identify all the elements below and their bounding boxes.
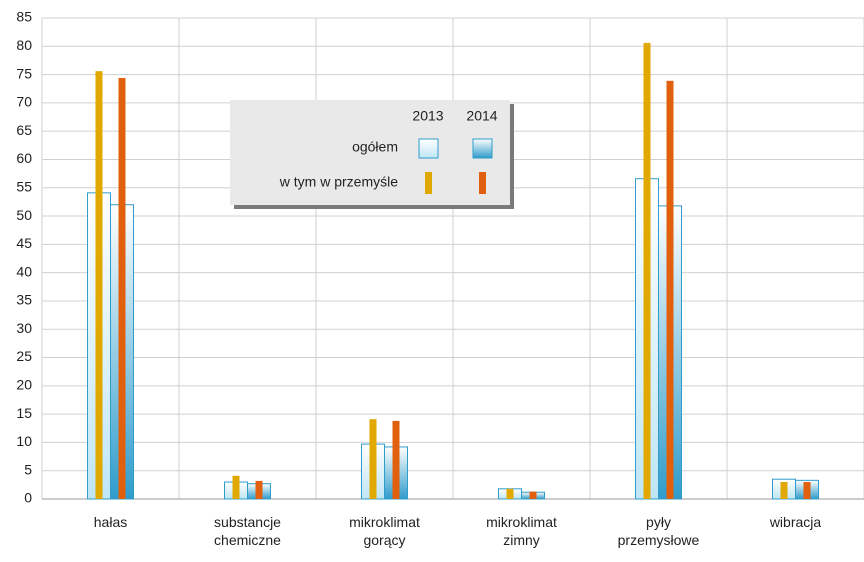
x-tick-label: mikroklimat zimny [486,514,557,548]
y-tick-label: 60 [16,150,32,166]
bar [118,77,126,500]
bar [255,480,263,499]
bar [529,491,537,499]
y-tick-label: 65 [16,122,32,138]
x-tick-label: substancje chemiczne [214,514,281,548]
y-tick-label: 10 [16,433,32,449]
y-tick-label: 5 [24,461,32,477]
y-tick-label: 25 [16,348,32,364]
bar [666,80,674,500]
x-tick-label: mikroklimat gorący [349,514,420,548]
legend-label: w tym w przemyśle [279,174,398,190]
legend-swatch [472,138,493,159]
bar [392,420,400,499]
y-tick-label: 45 [16,235,32,251]
bar [95,71,103,500]
y-tick-label: 70 [16,94,32,110]
bar [506,488,514,499]
x-tick-label: hałas [94,514,127,530]
legend-year: 2013 [412,108,443,124]
legend-swatch [425,172,432,194]
bar [643,42,651,499]
y-tick-label: 85 [16,9,32,25]
x-tick-label: wibracja [769,514,822,530]
y-tick-label: 55 [16,178,32,194]
legend-swatch [479,172,486,194]
bar [232,475,240,499]
legend-year: 2014 [466,108,497,124]
legend-swatch [418,138,439,159]
legend: 2013 2014 ogółem w tym w przemyśle [230,100,514,209]
y-tick-label: 0 [24,490,32,506]
y-tick-label: 15 [16,405,32,421]
y-tick-label: 80 [16,37,32,53]
y-tick-label: 30 [16,320,32,336]
y-tick-label: 40 [16,263,32,279]
legend-label: ogółem [352,139,398,155]
legend-box [230,100,510,205]
y-tick-label: 20 [16,377,32,393]
bar [780,482,788,499]
y-tick-label: 35 [16,292,32,308]
bar [369,419,377,499]
x-tick-label: pyły przemysłowe [618,514,700,548]
bar [803,482,811,499]
y-tick-label: 50 [16,207,32,223]
y-tick-label: 75 [16,65,32,81]
